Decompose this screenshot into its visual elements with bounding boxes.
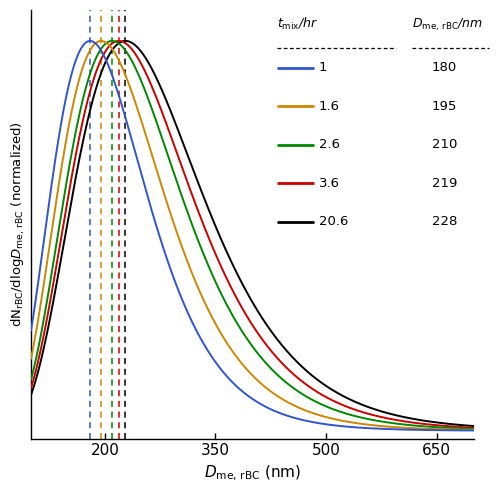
Text: 228: 228 xyxy=(432,215,457,228)
Text: $t_{\rm mix}$/hr: $t_{\rm mix}$/hr xyxy=(276,16,318,32)
Text: 1.6: 1.6 xyxy=(318,100,340,113)
Text: 210: 210 xyxy=(432,139,457,151)
Text: 3.6: 3.6 xyxy=(318,177,340,190)
X-axis label: $D_{\rm me,\,rBC}$ (nm): $D_{\rm me,\,rBC}$ (nm) xyxy=(204,464,301,483)
Text: 20.6: 20.6 xyxy=(318,215,348,228)
Text: $D_{\rm me,\,rBC}$/nm: $D_{\rm me,\,rBC}$/nm xyxy=(412,16,482,33)
Text: 219: 219 xyxy=(432,177,457,190)
Text: 2.6: 2.6 xyxy=(318,139,340,151)
Text: 1: 1 xyxy=(318,61,327,74)
Text: 180: 180 xyxy=(432,61,457,74)
Text: 195: 195 xyxy=(432,100,457,113)
Y-axis label: dN$_{\rm rBC}$/dlog$D_{\rm me,\,rBC}$ (normalized): dN$_{\rm rBC}$/dlog$D_{\rm me,\,rBC}$ (n… xyxy=(10,121,27,327)
